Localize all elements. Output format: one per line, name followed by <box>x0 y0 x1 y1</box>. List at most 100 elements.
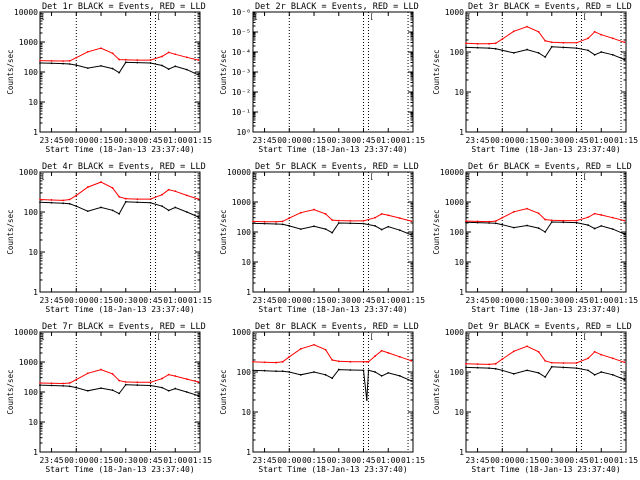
point-lld <box>362 219 365 222</box>
x-tick-label: 23:45 <box>39 136 63 145</box>
point-events <box>288 371 291 373</box>
point-events <box>611 373 614 376</box>
point-lld <box>281 360 284 363</box>
point-lld <box>488 220 490 223</box>
point-lld <box>111 373 114 375</box>
point-lld <box>374 355 376 357</box>
x-axis-label: Start Time (18-Jan-13 23:37:40) <box>471 145 620 154</box>
point-events <box>252 222 254 225</box>
y-tick-label: 10000 <box>14 328 38 337</box>
plot-frame <box>465 11 627 133</box>
point-lld <box>111 187 114 189</box>
marker-bracket: [ <box>467 13 471 21</box>
point-events <box>324 373 327 376</box>
point-events <box>111 389 114 392</box>
marker-bracket: [ <box>369 13 373 21</box>
point-lld <box>501 358 504 361</box>
x-tick-label: 00:15 <box>515 136 539 145</box>
point-events <box>550 221 553 223</box>
point-lld <box>124 58 127 61</box>
point-lld <box>174 53 177 56</box>
x-tick-label: 01:00 <box>589 456 613 465</box>
y-tick-label: 100 <box>450 228 465 237</box>
point-lld <box>324 348 327 351</box>
x-tick-label: 00:30 <box>114 456 138 465</box>
y-tick-label: 1000 <box>445 328 464 337</box>
point-events <box>526 369 528 372</box>
point-events <box>288 224 291 227</box>
point-lld <box>593 350 596 353</box>
point-events <box>550 45 553 48</box>
point-lld <box>136 198 139 201</box>
x-tick-label: 00:45 <box>564 296 588 305</box>
y-tick-label: 1 <box>33 448 38 457</box>
point-lld <box>174 190 177 193</box>
x-tick-label: 01:15 <box>614 456 638 465</box>
point-events <box>562 221 565 224</box>
point-events <box>387 225 390 228</box>
point-lld <box>349 219 352 222</box>
point-lld <box>149 198 152 201</box>
point-lld <box>600 33 603 36</box>
point-events <box>465 46 467 49</box>
marker-bracket: [ <box>156 13 160 21</box>
point-events <box>476 46 479 49</box>
x-tick-label: 23:45 <box>39 296 63 305</box>
x-tick-label: 00:00 <box>64 456 88 465</box>
point-lld <box>62 382 64 385</box>
point-events <box>124 61 127 64</box>
point-events <box>68 63 71 65</box>
point-lld <box>100 47 102 50</box>
point-lld <box>587 216 589 219</box>
y-axis-label: Counts/sec <box>432 369 441 414</box>
marker-bracket: [ <box>582 333 586 341</box>
point-events <box>118 212 121 215</box>
x-tick-label: 00:15 <box>89 136 113 145</box>
point-events <box>174 206 177 209</box>
point-lld <box>86 372 89 375</box>
y-axis-label: Counts/sec <box>219 49 228 94</box>
point-lld <box>494 42 497 45</box>
point-events <box>299 373 302 376</box>
point-lld <box>263 220 266 223</box>
point-lld <box>537 350 540 353</box>
plot-frame <box>252 331 414 453</box>
point-events <box>331 231 334 234</box>
point-lld <box>167 51 170 54</box>
point-events <box>349 222 352 225</box>
point-lld <box>537 212 540 215</box>
y-tick-label: 10 <box>241 408 251 417</box>
x-tick-label: 00:00 <box>64 136 88 145</box>
point-lld <box>623 219 626 222</box>
panel-title: Det 9r BLACK = Events, RED = LLD <box>468 322 632 332</box>
point-lld <box>197 198 200 201</box>
panel-det-6r: Det 6r BLACK = Events, RED = LLD 1 10 100 10… <box>432 162 638 314</box>
x-tick-label: 01:15 <box>614 296 638 305</box>
panel-det-9r: Det 9r BLACK = Events, RED = LLD 1 10 100 10… <box>432 322 638 474</box>
x-tick-label: 00:15 <box>89 296 113 305</box>
point-lld <box>526 25 528 28</box>
x-tick-label: 01:15 <box>188 296 212 305</box>
point-events <box>100 206 102 209</box>
point-events <box>275 370 277 373</box>
point-events <box>349 369 352 371</box>
x-tick-label: 00:30 <box>327 296 351 305</box>
point-events <box>587 369 589 372</box>
x-tick-label: 23:45 <box>465 456 489 465</box>
point-lld <box>362 360 365 363</box>
point-lld <box>380 213 383 215</box>
point-lld <box>50 199 53 201</box>
x-tick-label: 00:45 <box>564 456 588 465</box>
point-lld <box>39 198 41 201</box>
marker-bracket: [ <box>582 13 586 21</box>
point-events <box>167 68 170 70</box>
point-events <box>501 49 504 52</box>
point-events <box>263 369 266 372</box>
point-events <box>197 394 200 397</box>
point-lld <box>331 359 334 361</box>
point-events <box>149 201 152 204</box>
y-tick-label: 1 <box>459 128 464 137</box>
y-tick-label: 100 <box>450 368 465 377</box>
x-tick-label: 00:15 <box>515 296 539 305</box>
